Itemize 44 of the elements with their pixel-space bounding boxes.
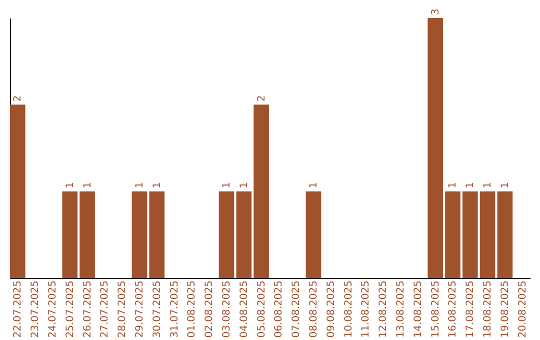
x-tick-label: 26.07.2025 xyxy=(82,280,94,338)
data-label: 1 xyxy=(221,182,232,188)
x-tick-label: 22.07.2025 xyxy=(12,280,24,338)
x-tick-label: 06.08.2025 xyxy=(274,280,285,338)
x-tick-label: 07.08.2025 xyxy=(291,280,302,338)
data-label: 1 xyxy=(82,182,94,188)
x-tick-label: 01.08.2025 xyxy=(186,280,198,338)
data-label: 1 xyxy=(500,182,511,188)
x-tick-label: 27.07.2025 xyxy=(100,280,111,338)
x-tick-label: 16.08.2025 xyxy=(448,280,459,338)
data-label: 2 xyxy=(256,95,268,102)
data-label: 1 xyxy=(64,182,76,188)
x-tick-label: 04.08.2025 xyxy=(238,280,250,338)
x-tick-label: 03.08.2025 xyxy=(221,280,232,338)
data-label: 3 xyxy=(430,8,442,15)
data-label: 1 xyxy=(134,182,146,188)
x-tick-label: 18.08.2025 xyxy=(482,280,494,338)
x-tick-label: 19.08.2025 xyxy=(500,280,511,338)
x-tick-label: 13.08.2025 xyxy=(396,280,407,338)
x-tick-label: 05.08.2025 xyxy=(256,280,268,338)
x-tick-label: 17.08.2025 xyxy=(465,280,476,338)
x-tick-label: 12.08.2025 xyxy=(378,280,390,338)
data-label: 1 xyxy=(238,182,250,188)
x-tick-label: 15.08.2025 xyxy=(430,280,442,338)
x-tick-label: 23.07.2025 xyxy=(30,280,42,338)
x-tick-label: 29.07.2025 xyxy=(134,280,146,338)
data-label: 1 xyxy=(465,182,476,188)
x-tick-label: 28.07.2025 xyxy=(117,280,128,338)
x-tick-label: 11.08.2025 xyxy=(360,280,372,338)
x-tick-label: 20.08.2025 xyxy=(517,280,528,338)
x-tick-label: 25.07.2025 xyxy=(64,280,76,338)
x-tick-label: 08.08.2025 xyxy=(308,280,320,338)
data-label: 1 xyxy=(152,182,163,188)
data-label: 1 xyxy=(482,182,494,188)
x-tick-label: 02.08.2025 xyxy=(204,280,216,338)
data-label: 1 xyxy=(448,182,459,188)
x-tick-label: 14.08.2025 xyxy=(412,280,424,338)
data-label: 1 xyxy=(308,182,320,188)
x-tick-label: 10.08.2025 xyxy=(343,280,354,338)
x-tick-label: 24.07.2025 xyxy=(47,280,58,338)
x-tick-label: 30.07.2025 xyxy=(152,280,163,338)
x-tick-label: 09.08.2025 xyxy=(326,280,337,338)
data-label: 2 xyxy=(12,95,24,102)
x-tick-label: 31.07.2025 xyxy=(169,280,180,338)
